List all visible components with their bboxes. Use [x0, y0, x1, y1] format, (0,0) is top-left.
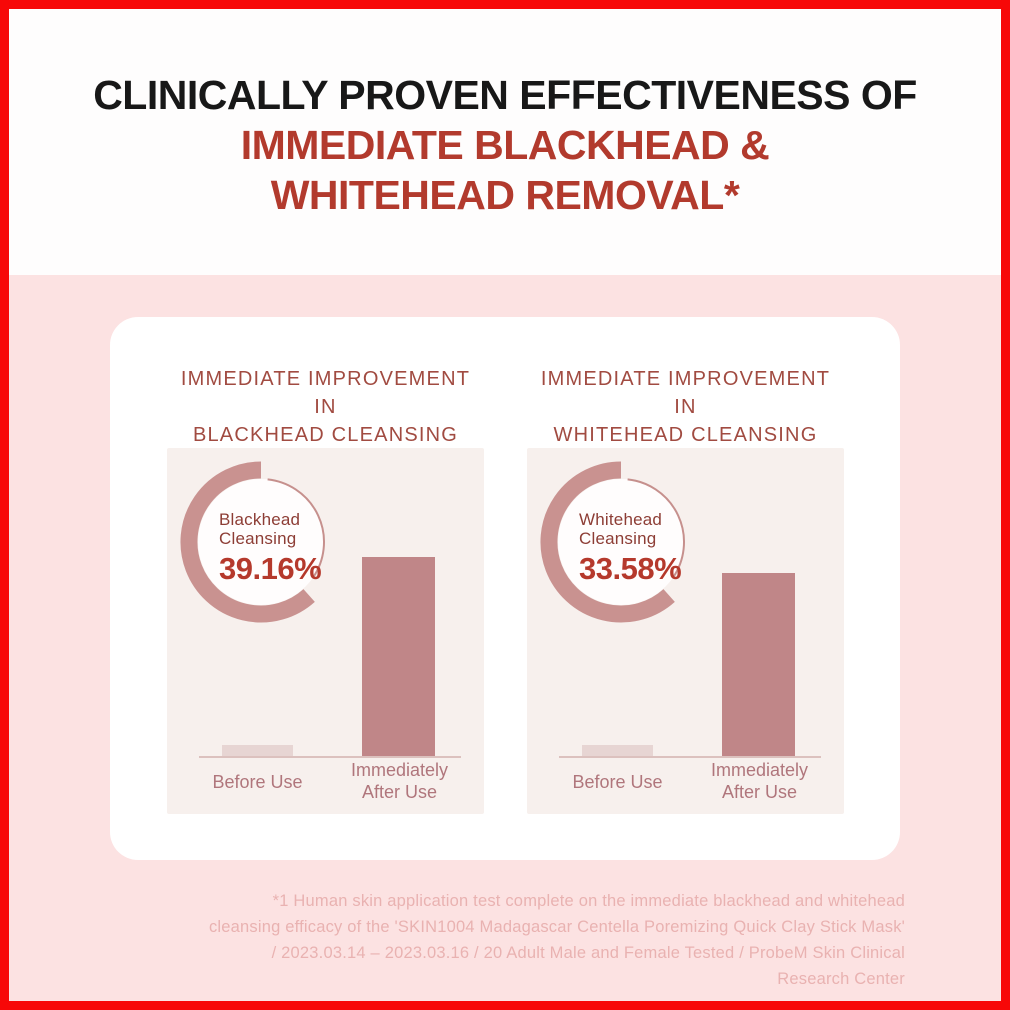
- whitehead-chart-panel: IMMEDIATE IMPROVEMENT IN WHITEHEAD CLEAN…: [527, 365, 844, 825]
- blackhead-chart-panel: IMMEDIATE IMPROVEMENT IN BLACKHEAD CLEAN…: [167, 365, 484, 825]
- bar-after-use: [362, 557, 435, 757]
- page-title-line-red-1: IMMEDIATE BLACKHEAD &: [240, 122, 770, 168]
- footnote-line1: *1 Human skin application test complete …: [272, 892, 905, 910]
- x-axis-line: [199, 756, 461, 758]
- bar-label-before-use: Before Use: [212, 772, 303, 792]
- bar-label-after-use-line2: After Use: [361, 781, 438, 802]
- results-card: IMMEDIATE IMPROVEMENT IN BLACKHEAD CLEAN…: [110, 317, 900, 860]
- donut-label-line2: Cleansing: [219, 529, 297, 548]
- donut-label-line1: Whitehead: [579, 510, 663, 529]
- footnote-line4: Research Center: [777, 970, 905, 988]
- donut-label-line2: Cleansing: [579, 529, 657, 548]
- footnote-line2: cleansing efficacy of the 'SKIN1004 Mada…: [208, 918, 905, 936]
- x-axis-line: [559, 756, 821, 758]
- bar-before-use: [222, 745, 293, 757]
- donut-chart-icon: [180, 461, 325, 623]
- bar-label-after-use: Immediately After Use: [327, 760, 472, 803]
- blackhead-chart-title-line1: IMMEDIATE IMPROVEMENT IN: [180, 368, 471, 418]
- page-title: CLINICALLY PROVEN EFFECTIVENESS OF IMMED…: [0, 70, 1010, 220]
- clinical-test-footnote: *1 Human skin application test complete …: [125, 888, 905, 992]
- donut-label-line1: Blackhead: [219, 510, 301, 529]
- bar-after-use: [722, 573, 795, 757]
- donut-chart-icon: [540, 461, 685, 623]
- bar-label-after-use-line1: Immediately: [350, 760, 449, 780]
- donut-center-text: Blackhead Cleansing 39.16%: [219, 510, 322, 587]
- donut-value: 39.16%: [219, 551, 322, 586]
- donut-value: 33.58%: [579, 551, 682, 586]
- whitehead-chart-area: Whitehead Cleansing 33.58% Before Use Im…: [527, 448, 844, 814]
- page-title-line-black: CLINICALLY PROVEN EFFECTIVENESS OF: [93, 72, 917, 118]
- blackhead-chart-area: Blackhead Cleansing 39.16% Before Use Im…: [167, 448, 484, 814]
- bar-label-after-use-line1: Immediately: [710, 760, 809, 780]
- footnote-line3: / 2023.03.14 – 2023.03.16 / 20 Adult Mal…: [271, 944, 905, 962]
- bar-label-after-use-line2: After Use: [721, 781, 798, 802]
- bar-label-after-use: Immediately After Use: [687, 760, 832, 803]
- donut-center-text: Whitehead Cleansing 33.58%: [579, 510, 682, 587]
- top-white-band: [0, 0, 1010, 275]
- bar-label-before-use: Before Use: [572, 772, 663, 792]
- bar-before-use: [582, 745, 653, 757]
- whitehead-chart-title-line1: IMMEDIATE IMPROVEMENT IN: [540, 368, 831, 418]
- page-title-line-red-2: WHITEHEAD REMOVAL*: [270, 172, 740, 218]
